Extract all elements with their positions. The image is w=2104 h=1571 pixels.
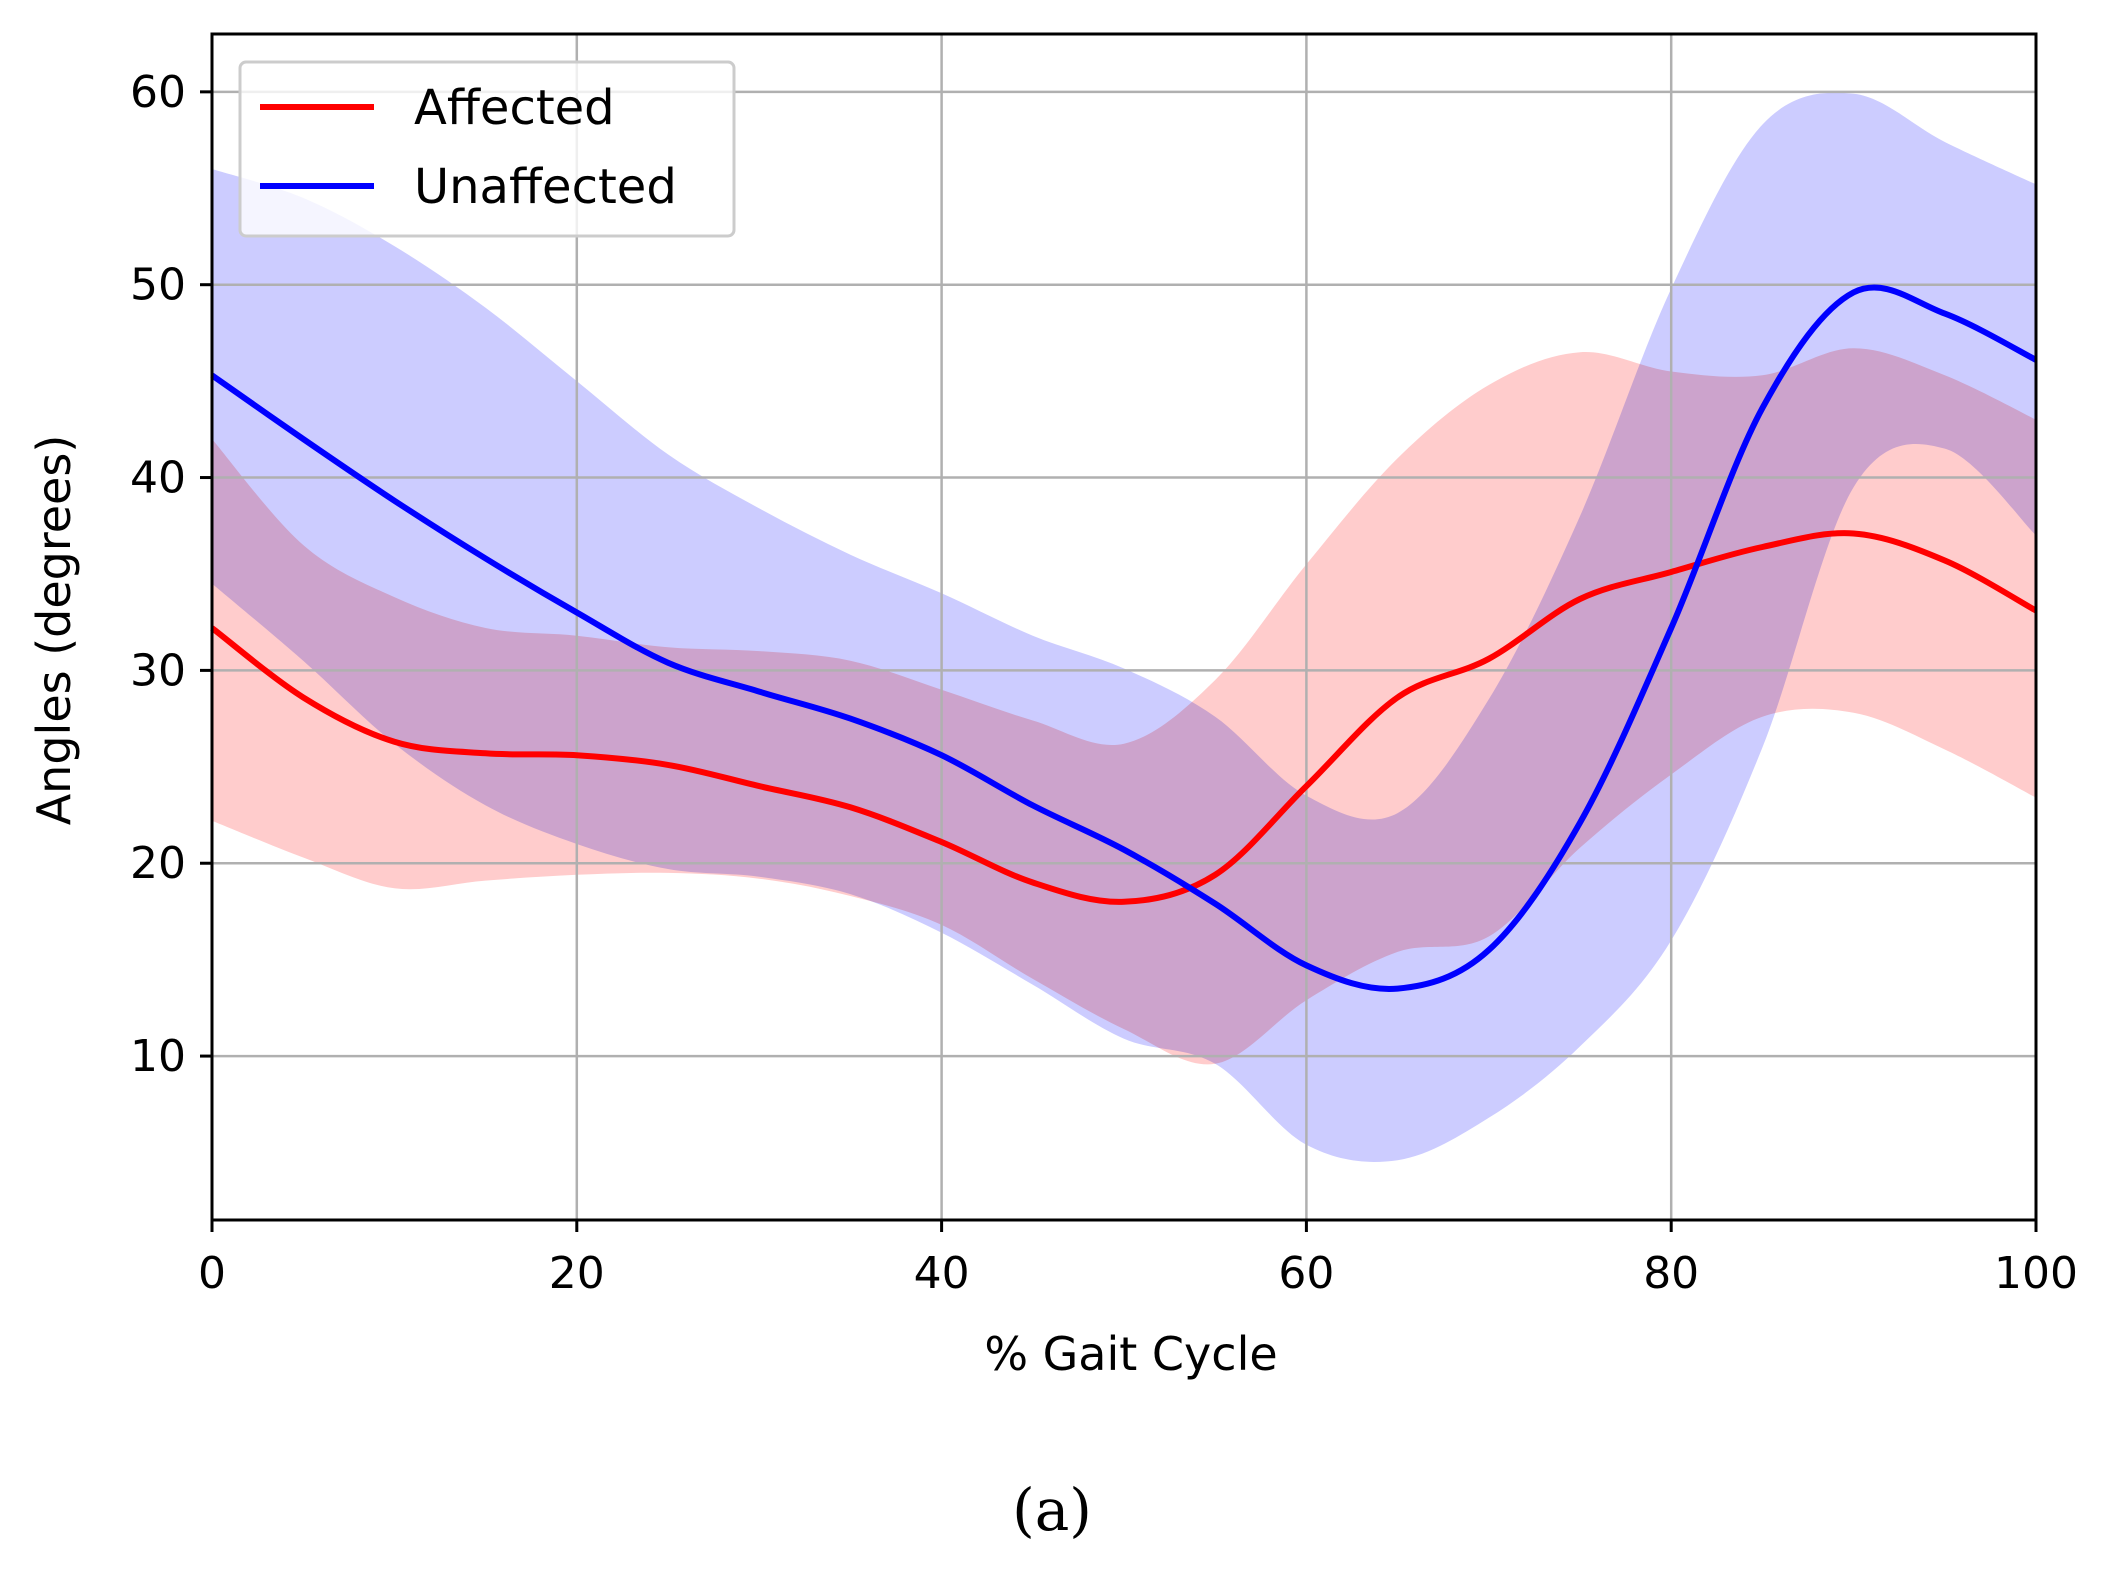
confidence-bands (212, 92, 2036, 1162)
y-tick-label-10: 10 (130, 1031, 186, 1082)
y-tick-label-50: 50 (130, 260, 186, 311)
plot-frame (210, 32, 2038, 1222)
x-tick-label-80: 80 (1643, 1248, 1699, 1299)
y-axis-ticks: 10 20 30 40 50 60 (130, 67, 212, 1082)
x-tick-label-60: 60 (1278, 1248, 1334, 1299)
line-unaffected (210, 284, 2038, 992)
y-axis-label: Angles (degrees) (27, 435, 81, 826)
line-affected (210, 530, 2038, 905)
x-axis-ticks: 0 20 40 60 80 100 (198, 1220, 2078, 1299)
figure-caption: (a) (1012, 1476, 1092, 1544)
x-tick-label-0: 0 (198, 1248, 226, 1299)
y-tick-label-40: 40 (130, 453, 186, 504)
x-axis-label: % Gait Cycle (984, 1327, 1277, 1381)
legend-label-affected: Affected (414, 80, 615, 136)
x-tick-label-100: 100 (1994, 1248, 2078, 1299)
x-tick-label-40: 40 (914, 1248, 970, 1299)
y-tick-label-20: 20 (130, 838, 186, 889)
x-tick-label-20: 20 (549, 1248, 605, 1299)
legend-label-unaffected: Unaffected (414, 159, 677, 215)
y-tick-label-60: 60 (130, 67, 186, 118)
series-lines (210, 284, 2038, 992)
y-tick-label-30: 30 (130, 645, 186, 696)
legend: Affected Unaffected (238, 60, 736, 238)
band-unaffected (212, 92, 2036, 1162)
